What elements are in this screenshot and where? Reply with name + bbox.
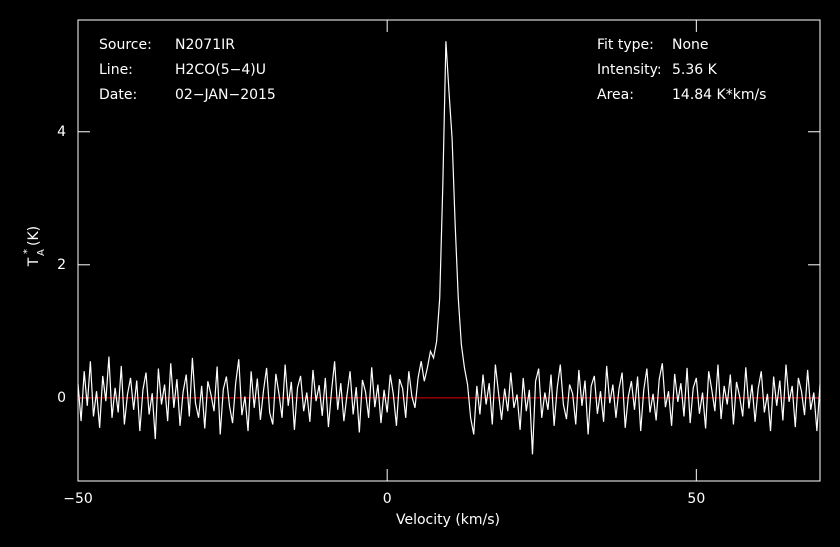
y-tick-label: 4	[57, 124, 66, 140]
info-value: 02−JAN−2015	[175, 87, 276, 103]
info-label: Area:	[597, 87, 634, 103]
x-tick-label: 50	[687, 491, 705, 507]
info-value: H2CO(5−4)U	[175, 62, 266, 78]
info-label: Intensity:	[597, 62, 662, 78]
y-tick-label: 2	[57, 257, 66, 273]
info-label: Line:	[99, 62, 133, 78]
info-value: 14.84 K*km/s	[672, 87, 766, 103]
info-value: None	[672, 37, 709, 53]
y-label-unit: (K)	[26, 226, 42, 246]
y-tick-label: 0	[57, 390, 66, 406]
info-label: Date:	[99, 87, 137, 103]
info-label: Fit type:	[597, 37, 654, 53]
info-value: 5.36 K	[672, 62, 718, 78]
y-label-sup: *	[22, 249, 33, 254]
y-label-main: T	[26, 257, 42, 267]
y-axis-label: T * A (K)	[22, 226, 47, 267]
info-label: Source:	[99, 37, 152, 53]
y-label-sub: A	[36, 249, 47, 256]
plot-frame	[77, 19, 821, 482]
info-value: N2071IR	[175, 37, 235, 53]
x-tick-label: 0	[383, 491, 392, 507]
x-tick-label: −50	[63, 491, 93, 507]
spectrum-line	[77, 41, 821, 455]
x-axis-label: Velocity (km/s)	[396, 512, 500, 528]
